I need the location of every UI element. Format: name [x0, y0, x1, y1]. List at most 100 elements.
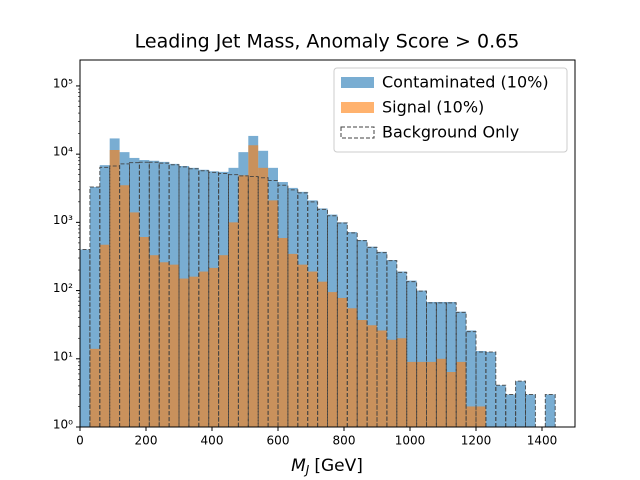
background-step	[138, 161, 150, 427]
histogram-bar	[446, 372, 457, 427]
background-step	[465, 331, 477, 427]
x-tick-label: 1000	[395, 434, 426, 448]
histogram-bar	[476, 351, 486, 427]
background-step	[445, 302, 457, 427]
histogram-bar	[396, 338, 407, 427]
legend-box	[333, 67, 568, 153]
y-tick-label: 10⁴	[53, 145, 73, 159]
histogram-bar	[159, 262, 170, 427]
histogram-bar	[317, 281, 328, 427]
background-step	[525, 393, 536, 427]
x-tick-label: 800	[333, 434, 356, 448]
histogram-bar	[80, 249, 90, 427]
plot-frame	[79, 59, 576, 428]
histogram-bar	[416, 361, 427, 427]
histogram-bar	[357, 320, 368, 427]
histogram-bar	[307, 271, 318, 427]
background-step	[79, 249, 91, 427]
legend-label: Background Only	[382, 123, 519, 142]
x-label-symbol: M	[291, 456, 306, 476]
histogram-bar	[129, 212, 140, 427]
y-tick-label: 10¹	[53, 349, 73, 363]
histogram-bar	[268, 200, 278, 427]
chart-title: Leading Jet Mass, Anomaly Score > 0.65	[135, 31, 520, 53]
legend-swatch	[340, 126, 375, 139]
y-tick-label: 10²	[53, 281, 73, 295]
histogram-bar	[505, 394, 516, 427]
histogram-bar	[297, 264, 308, 427]
histogram-bar	[169, 264, 179, 427]
background-step	[396, 271, 408, 427]
x-tick-label: 0	[76, 434, 84, 448]
background-step	[544, 393, 556, 427]
background-step	[148, 161, 160, 427]
legend-label: Signal (10%)	[382, 98, 484, 117]
histogram-bar	[109, 150, 120, 428]
background-step	[426, 302, 437, 427]
background-step	[178, 166, 190, 427]
y-tick-label: 10⁰	[53, 418, 73, 432]
x-label-subscript: J	[304, 463, 310, 477]
histogram-bar	[258, 167, 269, 428]
histogram-bar	[139, 237, 150, 427]
histogram-bar	[337, 297, 348, 427]
legend-label: Contaminated (10%)	[382, 73, 549, 92]
histogram-bar	[416, 290, 427, 427]
histogram-bar	[89, 186, 100, 427]
histogram-bar	[198, 271, 209, 427]
background-step	[287, 189, 299, 427]
histogram-bar	[436, 358, 447, 427]
background-step	[386, 260, 398, 427]
histogram-bar	[545, 394, 556, 427]
histogram-bar	[386, 339, 397, 427]
histogram-bar	[119, 185, 130, 427]
histogram-bar	[476, 406, 486, 427]
histogram-bar	[238, 175, 249, 427]
background-step	[158, 162, 170, 427]
background-step	[406, 281, 418, 427]
histogram-bar	[99, 244, 110, 427]
histogram-bar	[406, 361, 417, 427]
x-label-unit: [GeV]	[314, 456, 363, 476]
legend-swatch	[341, 77, 374, 88]
background-step	[228, 174, 239, 427]
histogram-bar	[89, 348, 100, 427]
y-tick-label: 10³	[53, 213, 73, 227]
histogram-bar	[466, 330, 476, 427]
x-axis-label: MJ [GeV]	[291, 456, 363, 477]
background-step	[307, 201, 319, 427]
histogram-bar	[228, 222, 239, 427]
histogram-bar	[495, 385, 506, 427]
background-step	[366, 246, 378, 427]
histogram-bar	[347, 308, 358, 427]
background-step	[129, 162, 140, 427]
background-step	[119, 163, 130, 427]
background-step	[109, 165, 121, 427]
x-tick-label: 1200	[461, 434, 492, 448]
y-tick-label: 10⁵	[53, 76, 73, 90]
x-tick-label: 200	[135, 434, 158, 448]
background-step	[435, 302, 447, 427]
histogram-bar	[367, 325, 377, 427]
histogram-bar	[248, 145, 259, 427]
histogram-bar	[485, 351, 496, 427]
histogram-bar	[287, 253, 298, 427]
histogram-bar	[188, 276, 199, 427]
histogram-bar	[377, 330, 387, 427]
background-step	[198, 170, 210, 427]
histogram-bar	[446, 301, 457, 427]
background-step	[257, 177, 269, 427]
histogram-bar	[456, 361, 467, 427]
histogram-bar	[149, 255, 160, 427]
background-step	[505, 393, 517, 427]
histogram-bar	[208, 267, 219, 427]
legend-swatch	[341, 102, 374, 113]
histogram-bar	[515, 381, 526, 427]
x-tick-label: 400	[201, 434, 224, 448]
histogram-bar	[179, 278, 189, 427]
histogram-bar	[426, 361, 437, 427]
histogram-bar	[466, 406, 476, 427]
background-step	[237, 175, 249, 427]
background-step	[515, 380, 526, 427]
